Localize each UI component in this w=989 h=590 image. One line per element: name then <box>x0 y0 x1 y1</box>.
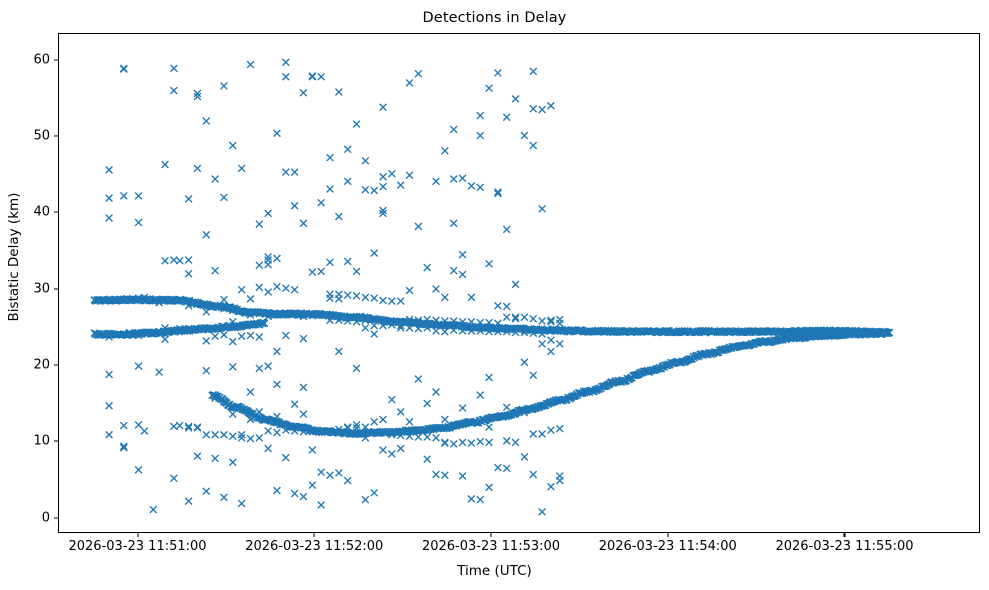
x-tick-label: 2026-03-23 11:54:00 <box>598 539 737 554</box>
x-axis-label: Time (UTC) <box>457 563 532 579</box>
y-tick-label: 0 <box>41 510 50 526</box>
y-tick-mark <box>54 517 58 519</box>
y-tick-label: 40 <box>33 204 50 220</box>
y-axis-label: Bistatic Delay (km) <box>6 192 22 322</box>
x-tick-mark <box>313 533 315 537</box>
x-tick-label: 2026-03-23 11:53:00 <box>421 539 561 554</box>
y-tick-mark <box>54 364 58 366</box>
y-tick-label: 10 <box>33 433 50 449</box>
y-tick-mark <box>54 440 58 442</box>
x-tick-label: 2026-03-23 11:52:00 <box>245 539 384 554</box>
y-tick-label: 20 <box>33 357 50 373</box>
y-tick-label: 30 <box>33 281 50 297</box>
x-tick-mark <box>667 533 669 537</box>
x-tick-mark <box>843 533 846 537</box>
y-tick-label: 60 <box>33 52 50 68</box>
y-tick-mark <box>54 59 58 61</box>
page-title: Detections in Delay <box>422 10 567 26</box>
plot-axes <box>58 33 980 533</box>
x-tick-label: 2026-03-23 11:51:00 <box>68 539 207 554</box>
y-tick-mark <box>54 135 58 137</box>
x-tick-mark <box>137 533 139 537</box>
x-tick-mark <box>490 533 492 537</box>
y-tick-mark <box>54 211 58 213</box>
x-tick-label: 2026-03-23 11:55:00 <box>775 539 914 554</box>
y-tick-mark <box>54 288 58 290</box>
scatter-points <box>90 58 894 516</box>
y-tick-label: 50 <box>33 128 50 144</box>
